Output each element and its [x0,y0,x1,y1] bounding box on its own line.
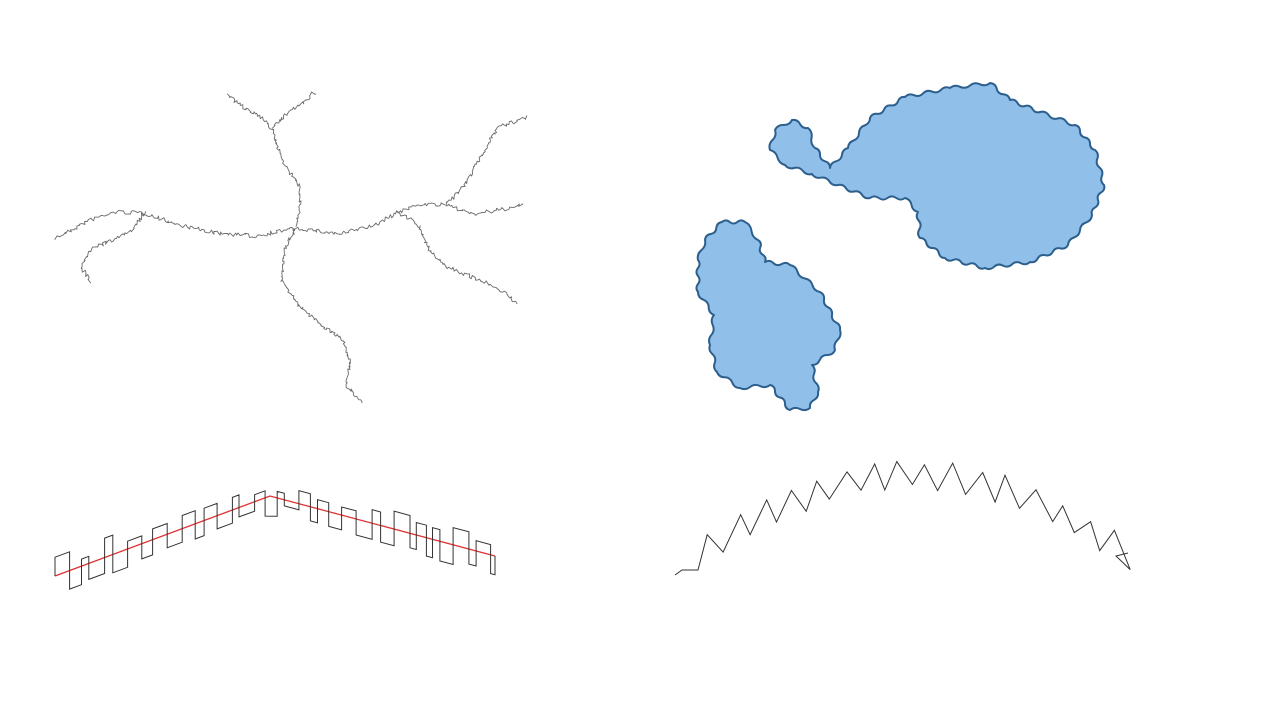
wiggly-branch-10 [280,228,363,404]
wiggly-branch-8 [226,93,273,130]
blob-large [768,82,1106,271]
zigzag-line [674,460,1131,576]
wiggly-branch-5 [445,203,524,216]
square-wave-line [54,490,496,590]
wiggly-branch-2 [80,211,147,284]
blob-small [695,219,842,412]
red-baseline [54,495,496,577]
blue-blob-shapes [695,82,1106,412]
wiggly-branch-6 [396,211,518,305]
wiggly-branch-3 [294,202,446,235]
wiggly-branch-1 [54,209,296,241]
wiggly-branch-7 [271,128,302,227]
wiggly-branch-9 [271,91,317,129]
square-wave-path [54,490,496,590]
zigzag-path [674,460,1131,576]
wiggly-branching-lines [54,91,528,404]
wiggly-branch-4 [445,115,528,207]
